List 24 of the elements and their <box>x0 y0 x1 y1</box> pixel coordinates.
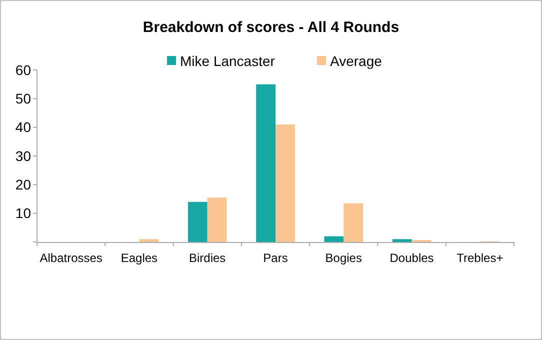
x-tick-label: Eagles <box>120 251 158 265</box>
y-tick-label: 20 <box>15 176 32 193</box>
bar <box>392 239 412 242</box>
y-tick-label: 40 <box>15 119 32 136</box>
bar <box>324 236 344 242</box>
x-tick-label: Bogies <box>325 251 362 265</box>
bar <box>207 198 227 242</box>
x-tick-label: Doubles <box>390 251 434 265</box>
x-tick-label: Birdies <box>189 251 226 265</box>
x-tick-label: Pars <box>263 251 288 265</box>
bar <box>344 203 364 242</box>
bar <box>139 239 159 242</box>
y-tick-label: 50 <box>15 90 32 107</box>
bar <box>256 84 276 242</box>
bar <box>188 202 208 242</box>
legend-label: Average <box>330 52 382 69</box>
x-tick-label: Trebles+ <box>456 251 504 265</box>
legend-label: Mike Lancaster <box>180 52 276 69</box>
x-tick-label: Albatrosses <box>40 251 102 265</box>
chart-title: Breakdown of scores - All 4 Rounds <box>142 19 400 36</box>
y-tick-label: 30 <box>15 148 32 164</box>
y-tick-label: 60 <box>15 62 32 78</box>
bar <box>276 124 295 242</box>
y-tick-label: 10 <box>15 205 32 222</box>
